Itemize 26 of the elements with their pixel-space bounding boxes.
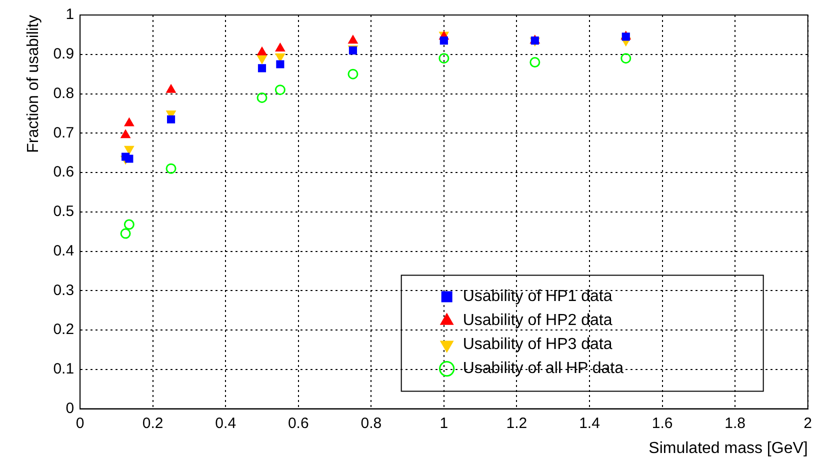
x-tick-label: 0.6 <box>288 414 309 432</box>
x-tick-label: 0.8 <box>360 414 382 432</box>
x-tick-label: 0.4 <box>215 414 236 432</box>
y-tick-label: 0.3 <box>53 282 74 299</box>
y-tick-label: 0.1 <box>53 360 74 378</box>
y-tick-label: 0.4 <box>53 242 74 260</box>
y-tick-label: 0 <box>66 400 74 417</box>
x-tick-label: 1.2 <box>506 414 528 432</box>
x-tick-label: 2 <box>804 414 812 432</box>
y-tick-label: 0.5 <box>53 203 74 220</box>
y-tick-label: 1 <box>66 6 74 24</box>
legend-label: Usability of HP3 data <box>462 336 612 354</box>
y-tick-label: 0.8 <box>53 84 74 102</box>
x-tick-label: 1.6 <box>652 414 673 432</box>
y-tick-label: 0.7 <box>53 124 74 142</box>
x-tick-label: 1.8 <box>724 414 746 432</box>
y-tick-label: 0.9 <box>53 46 74 63</box>
x-tick-label: 1.4 <box>579 414 600 432</box>
y-tick-label: 0.6 <box>53 164 74 181</box>
legend-label: Usability of HP1 data <box>462 288 612 306</box>
legend-label: Usability of HP2 data <box>462 312 612 330</box>
x-tick-label: 0.2 <box>142 414 164 432</box>
y-axis-title: Fraction of usability <box>25 15 42 153</box>
x-tick-label: 1 <box>440 414 448 432</box>
y-tick-label: 0.2 <box>53 321 74 338</box>
x-axis-title: Simulated mass [GeV] <box>648 440 808 457</box>
